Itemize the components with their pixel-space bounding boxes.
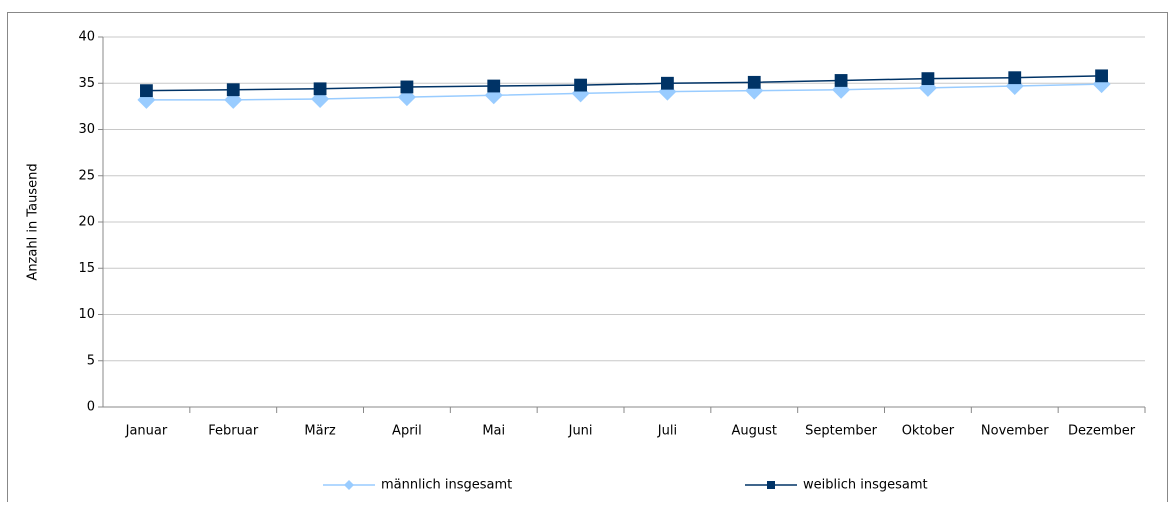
data-point	[487, 79, 501, 93]
x-tick-label: Juli	[657, 424, 677, 439]
x-tick-label: April	[392, 424, 422, 439]
data-point	[747, 75, 761, 89]
data-point	[313, 82, 327, 96]
x-tick-label: Mai	[482, 424, 505, 439]
legend-label: männlich insgesamt	[381, 478, 512, 493]
y-tick-label: 15	[78, 261, 95, 276]
data-point	[1008, 71, 1022, 85]
y-tick-label: 20	[78, 215, 95, 230]
series-line	[146, 75, 1102, 92]
y-tick-label: 30	[78, 122, 95, 137]
x-tick-label: Oktober	[902, 424, 955, 439]
x-tick-label: Dezember	[1068, 424, 1136, 439]
data-point	[921, 72, 935, 86]
y-axis-label: Anzahl in Tausend	[26, 163, 41, 280]
x-tick-label: November	[981, 424, 1049, 439]
data-point	[574, 78, 587, 92]
y-tick-label: 0	[87, 400, 95, 415]
x-tick-label: August	[732, 424, 778, 439]
data-point	[140, 84, 153, 98]
y-tick-label: 35	[78, 76, 95, 91]
y-tick-label: 40	[78, 30, 95, 45]
y-tick-label: 25	[78, 168, 95, 183]
chart-frame	[7, 12, 1168, 506]
series-line	[146, 83, 1102, 101]
legend-marker	[767, 481, 775, 489]
x-tick-label: Februar	[208, 424, 259, 439]
legend-label: weiblich insgesamt	[803, 478, 928, 493]
x-tick-label: September	[805, 424, 878, 439]
data-point	[226, 83, 240, 97]
x-tick-label: März	[304, 424, 336, 439]
x-tick-label: Januar	[125, 424, 168, 439]
data-point	[1095, 69, 1108, 83]
legend-marker	[344, 480, 354, 490]
x-tick-label: Juni	[568, 424, 593, 439]
y-tick-label: 10	[78, 307, 95, 322]
y-tick-label: 5	[87, 353, 95, 368]
data-point	[834, 74, 848, 87]
data-point	[400, 80, 414, 94]
data-point	[661, 76, 674, 90]
